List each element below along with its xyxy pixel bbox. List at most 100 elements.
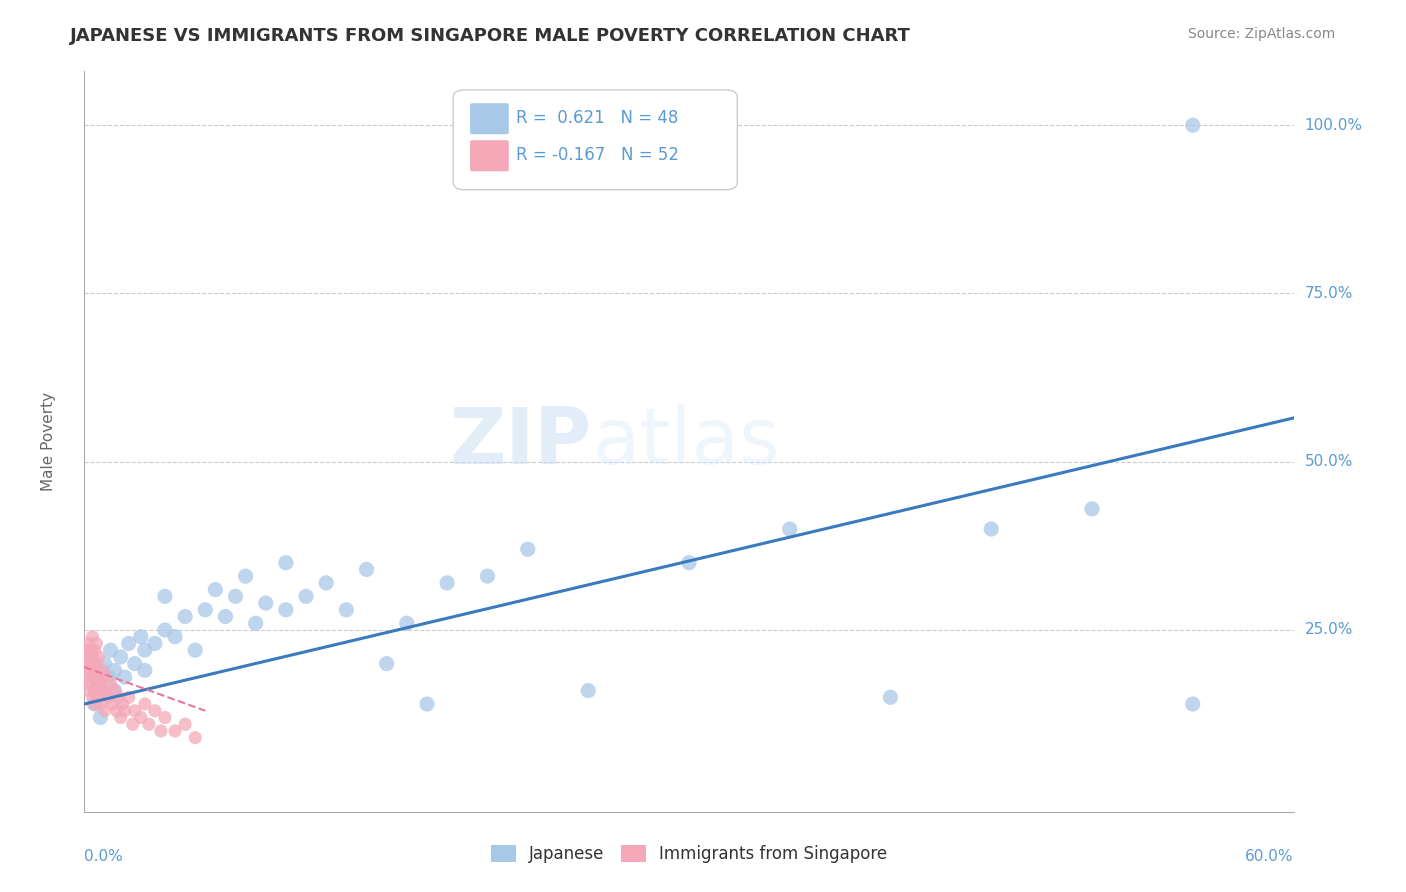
Text: 50.0%: 50.0% — [1305, 454, 1353, 469]
Point — [124, 704, 146, 718]
Point — [254, 596, 277, 610]
Point — [111, 697, 134, 711]
Point — [356, 562, 378, 576]
Point — [104, 683, 127, 698]
Text: 100.0%: 100.0% — [1305, 118, 1362, 133]
Point — [87, 649, 110, 664]
Point — [83, 643, 105, 657]
Point — [101, 697, 124, 711]
Point — [779, 522, 801, 536]
Point — [83, 697, 105, 711]
Point — [97, 670, 120, 684]
Point — [77, 664, 100, 678]
Point — [75, 657, 97, 671]
Point — [980, 522, 1002, 536]
Point — [118, 636, 141, 650]
Point — [576, 683, 599, 698]
Point — [174, 717, 197, 731]
Point — [114, 704, 136, 718]
Point — [93, 670, 115, 684]
Point — [75, 643, 97, 657]
Point — [110, 649, 132, 664]
Point — [93, 683, 115, 698]
Point — [1081, 501, 1104, 516]
Point — [153, 623, 176, 637]
FancyBboxPatch shape — [453, 90, 737, 190]
Point — [129, 630, 152, 644]
Text: 60.0%: 60.0% — [1246, 849, 1294, 863]
Point — [375, 657, 398, 671]
Text: R =  0.621   N = 48: R = 0.621 N = 48 — [516, 109, 679, 127]
Point — [477, 569, 499, 583]
Point — [143, 636, 166, 650]
Point — [149, 723, 172, 738]
Point — [82, 670, 104, 684]
Point — [134, 697, 156, 711]
Point — [79, 677, 101, 691]
Point — [82, 690, 104, 705]
Point — [100, 677, 122, 691]
Text: Source: ZipAtlas.com: Source: ZipAtlas.com — [1188, 27, 1336, 41]
Point — [194, 603, 217, 617]
Point — [516, 542, 538, 557]
Point — [678, 556, 700, 570]
Point — [105, 704, 128, 718]
Point — [295, 590, 318, 604]
Point — [93, 704, 115, 718]
Legend: Japanese, Immigrants from Singapore: Japanese, Immigrants from Singapore — [484, 838, 894, 870]
Point — [93, 657, 115, 671]
Point — [110, 710, 132, 724]
Point — [77, 649, 100, 664]
Point — [395, 616, 418, 631]
Point — [235, 569, 257, 583]
Point — [436, 575, 458, 590]
Point — [79, 657, 101, 671]
Point — [83, 683, 105, 698]
Point — [77, 683, 100, 698]
Point — [114, 670, 136, 684]
Point — [91, 664, 114, 678]
Text: 75.0%: 75.0% — [1305, 286, 1353, 301]
Text: R = -0.167   N = 52: R = -0.167 N = 52 — [516, 146, 679, 164]
Point — [274, 603, 297, 617]
FancyBboxPatch shape — [470, 103, 509, 135]
Point — [83, 664, 105, 678]
Point — [245, 616, 267, 631]
Point — [153, 710, 176, 724]
Point — [165, 723, 187, 738]
Point — [335, 603, 357, 617]
Point — [1181, 118, 1204, 132]
Point — [121, 717, 143, 731]
Point — [79, 643, 101, 657]
Point — [91, 683, 114, 698]
Point — [879, 690, 901, 705]
Point — [100, 643, 122, 657]
Point — [83, 697, 105, 711]
Text: Male Poverty: Male Poverty — [41, 392, 56, 491]
Point — [82, 649, 104, 664]
Point — [86, 636, 108, 650]
Point — [87, 677, 110, 691]
Point — [97, 690, 120, 705]
Point — [184, 731, 207, 745]
Point — [89, 677, 111, 691]
Point — [165, 630, 187, 644]
Point — [1181, 697, 1204, 711]
Point — [124, 657, 146, 671]
Point — [118, 690, 141, 705]
Point — [184, 643, 207, 657]
Point — [82, 630, 104, 644]
Point — [174, 609, 197, 624]
Point — [138, 717, 160, 731]
Point — [86, 677, 108, 691]
Point — [104, 683, 127, 698]
Point — [143, 704, 166, 718]
FancyBboxPatch shape — [470, 140, 509, 171]
Text: 0.0%: 0.0% — [84, 849, 124, 863]
Text: ZIP: ZIP — [450, 403, 592, 480]
Point — [77, 636, 100, 650]
Point — [129, 710, 152, 724]
Text: 25.0%: 25.0% — [1305, 623, 1353, 638]
Point — [225, 590, 247, 604]
Point — [87, 690, 110, 705]
